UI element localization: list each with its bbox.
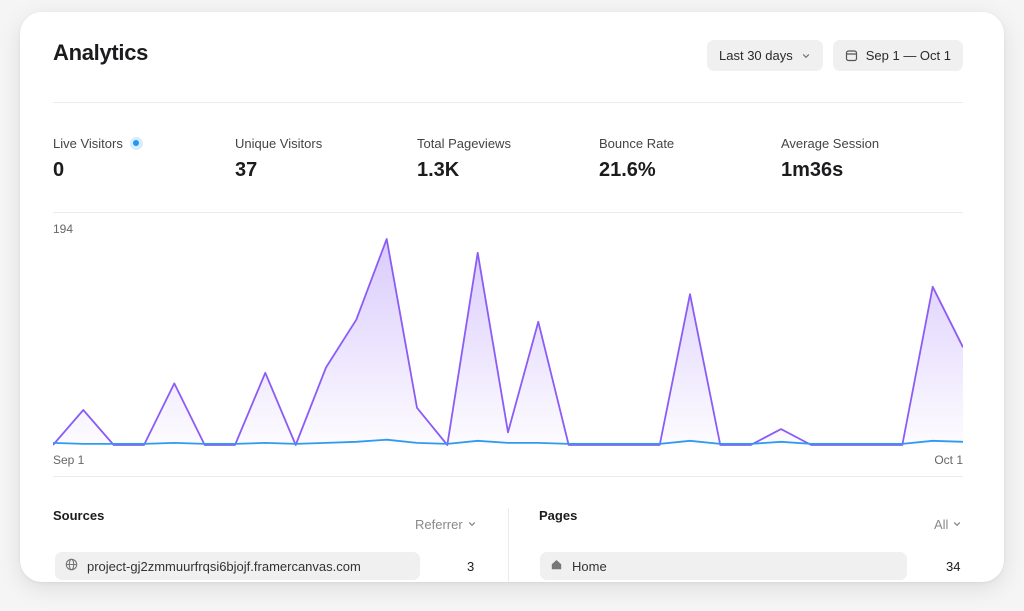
globe-icon [65,558,78,574]
header-divider [53,102,963,103]
home-icon [550,558,563,574]
stat-value: 0 [53,159,65,181]
pages-title: Pages [539,508,578,523]
chart-svg [53,238,963,446]
visitors-chart: 194 Sep 1 Oct 1 [53,212,963,477]
sources-panel-title: Sources [53,508,104,523]
stat-value: 1.3K [417,159,460,181]
page-title: Analytics [53,40,149,65]
source-label: project-gj2zmmuurfrqsi6bjojf.framercanva… [87,558,361,574]
chart-divider [53,476,963,477]
sources-title: Sources [53,508,105,523]
date-range-label: Sep 1 — Oct 1 [865,48,951,63]
chevron-down-icon [801,51,811,61]
x-label-end: Oct 1 [934,453,963,467]
calendar-icon [845,49,858,62]
source-count: 3 [467,559,475,574]
analytics-card: Analytics Last 30 days Sep 1 — Oct 1 Liv… [20,12,1004,582]
chevron-down-icon [467,517,477,532]
stats-divider [53,212,963,213]
page-count: 34 [946,559,961,574]
stat-value: 21.6% [599,159,656,181]
stat-value: 1m36s [781,159,844,181]
stat-unique-visitors: Unique Visitors 37 [235,135,417,182]
pages-filter[interactable]: All [934,517,962,532]
page-label: Home [572,558,607,574]
stat-live-visitors: Live Visitors 0 [53,135,235,182]
header-controls: Last 30 days Sep 1 — Oct 1 [707,40,963,71]
pages-panel-title: Pages [539,508,577,523]
y-max-label: 194 [53,222,74,236]
stat-label: Live Visitors [53,135,123,151]
live-indicator-icon [129,136,143,150]
page-row[interactable]: Home [540,552,907,580]
visitors-line [53,438,963,445]
stat-label: Bounce Rate [599,135,675,151]
range-dropdown[interactable]: Last 30 days [707,40,823,71]
stat-bounce-rate: Bounce Rate 21.6% [599,135,781,182]
referrer-filter[interactable]: Referrer [415,517,477,532]
stat-average-session: Average Session 1m36s [781,135,963,182]
stat-label: Average Session [781,135,880,151]
stat-label: Unique Visitors [235,135,323,151]
stat-total-pageviews: Total Pageviews 1.3K [417,135,599,182]
stat-value: 37 [235,159,258,181]
stats-row: Live Visitors 0 Unique Visitors 37 Total… [53,135,963,182]
chevron-down-icon [952,517,962,532]
range-label: Last 30 days [719,48,793,63]
referrer-filter-label: Referrer [415,517,463,532]
panel-separator [508,508,509,582]
pageviews-line [53,238,963,446]
date-range-button[interactable]: Sep 1 — Oct 1 [832,40,963,71]
pages-filter-label: All [934,517,949,532]
x-label-start: Sep 1 [53,453,85,467]
stat-label: Total Pageviews [417,135,511,151]
source-row[interactable]: project-gj2zmmuurfrqsi6bjojf.framercanva… [55,552,420,580]
